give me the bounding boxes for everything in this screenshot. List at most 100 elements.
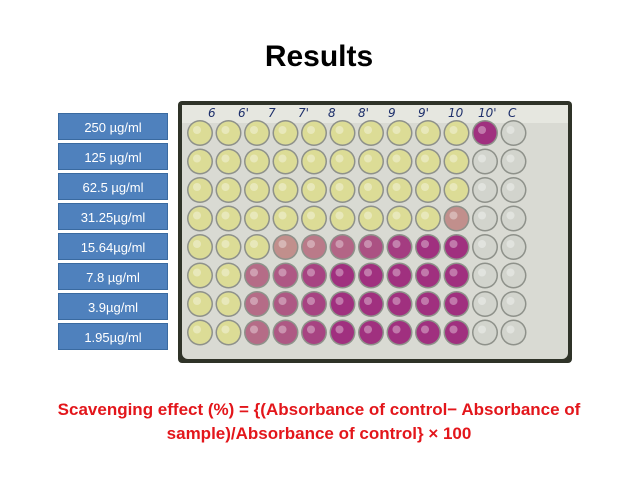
- well-highlight: [306, 268, 316, 277]
- well-liquid: [274, 292, 297, 316]
- well: [472, 120, 498, 146]
- well: [272, 234, 299, 260]
- well: [386, 120, 413, 146]
- well: [386, 148, 413, 175]
- well-highlight: [306, 211, 316, 220]
- well: [244, 319, 270, 346]
- well-highlight: [477, 325, 487, 334]
- well-highlight: [449, 211, 458, 220]
- well: [500, 291, 527, 317]
- well-highlight: [335, 182, 344, 192]
- well-liquid: [188, 292, 212, 316]
- well: [244, 262, 270, 289]
- well-liquid: [473, 292, 497, 316]
- concentration-label-31-25: 31.25µg/ml: [58, 203, 168, 230]
- well: [443, 262, 470, 289]
- well-liquid: [331, 264, 354, 287]
- well: [301, 319, 327, 346]
- well: [272, 262, 299, 289]
- well-liquid: [388, 121, 411, 145]
- well-liquid: [188, 321, 212, 344]
- well-highlight: [363, 182, 373, 192]
- well: [358, 148, 384, 175]
- concentration-label-3-9: 3.9µg/ml: [58, 293, 168, 320]
- well-liquid: [388, 235, 411, 259]
- well-highlight: [278, 182, 287, 192]
- well-liquid: [473, 121, 497, 145]
- well: [500, 319, 527, 346]
- well: [472, 291, 498, 317]
- well-liquid: [245, 292, 269, 316]
- well: [386, 177, 413, 203]
- well-liquid: [502, 264, 525, 287]
- well-liquid: [473, 150, 497, 173]
- well-highlight: [221, 125, 230, 135]
- wells-grid: [187, 120, 527, 346]
- well-liquid: [388, 321, 411, 344]
- well-liquid: [473, 235, 497, 259]
- well: [329, 148, 356, 175]
- column-marking: 6: [208, 106, 216, 120]
- well: [244, 291, 270, 317]
- well-highlight: [249, 239, 259, 249]
- well-liquid: [302, 207, 326, 230]
- well: [301, 120, 327, 146]
- well-highlight: [363, 325, 373, 334]
- well: [187, 291, 213, 317]
- well: [244, 234, 270, 260]
- well-liquid: [502, 207, 525, 230]
- well: [215, 205, 242, 232]
- well-highlight: [449, 154, 458, 163]
- well-liquid: [217, 235, 240, 259]
- concentration-label-250: 250 µg/ml: [58, 113, 168, 140]
- well-highlight: [392, 268, 401, 277]
- column-marking: 7': [298, 106, 309, 120]
- well-highlight: [506, 325, 515, 334]
- well: [215, 319, 242, 346]
- well-liquid: [359, 207, 383, 230]
- well-highlight: [477, 182, 487, 192]
- well-highlight: [221, 268, 230, 277]
- well: [415, 234, 441, 260]
- well-liquid: [217, 150, 240, 173]
- column-marking: 9': [418, 106, 429, 120]
- well: [472, 319, 498, 346]
- well-liquid: [331, 150, 354, 173]
- microplate-photo: 6 6' 7 7' 8 8' 9 9' 10 10' C: [178, 101, 572, 363]
- well: [187, 120, 213, 146]
- well-liquid: [245, 321, 269, 344]
- well-highlight: [192, 154, 202, 163]
- well-liquid: [245, 235, 269, 259]
- well-liquid: [388, 292, 411, 316]
- well-liquid: [416, 207, 440, 230]
- well: [215, 177, 242, 203]
- well-liquid: [445, 321, 468, 344]
- column-markings: 6 6' 7 7' 8 8' 9 9' 10 10' C: [208, 106, 517, 120]
- well-highlight: [506, 182, 515, 192]
- well: [215, 234, 242, 260]
- well: [386, 262, 413, 289]
- column-marking: 10': [478, 106, 497, 120]
- well-highlight: [249, 325, 259, 334]
- well-liquid: [359, 121, 383, 145]
- well-liquid: [245, 178, 269, 202]
- well-liquid: [359, 235, 383, 259]
- well: [272, 205, 299, 232]
- well-liquid: [217, 264, 240, 287]
- well-highlight: [506, 125, 515, 135]
- column-marking: 9: [388, 106, 396, 120]
- well-highlight: [506, 211, 515, 220]
- well-liquid: [302, 292, 326, 316]
- well: [301, 205, 327, 232]
- concentration-label-125: 125 µg/ml: [58, 143, 168, 170]
- well-highlight: [506, 239, 515, 249]
- well-highlight: [477, 154, 487, 163]
- well-liquid: [188, 207, 212, 230]
- well-highlight: [249, 268, 259, 277]
- well-highlight: [278, 154, 287, 163]
- well-liquid: [331, 121, 354, 145]
- well-liquid: [502, 235, 525, 259]
- well-highlight: [306, 125, 316, 135]
- well-highlight: [278, 325, 287, 334]
- well-liquid: [302, 235, 326, 259]
